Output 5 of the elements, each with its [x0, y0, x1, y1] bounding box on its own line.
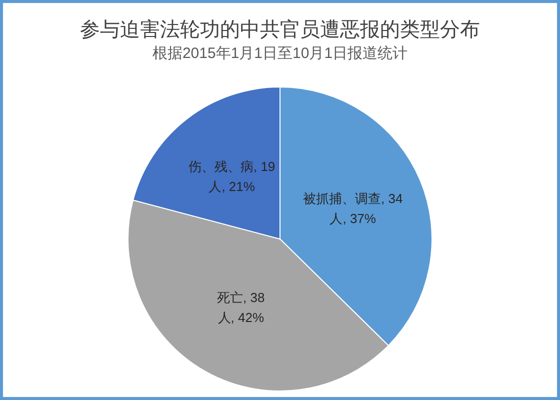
- chart-subtitle: 根据2015年1月1日至10月1日报道统计: [152, 45, 408, 62]
- chart-title: 参与迫害法轮功的中共官员遭恶报的类型分布: [80, 18, 480, 41]
- slice-label: 被抓捕、调查, 34人, 37%: [303, 190, 403, 226]
- slice-label: 死亡, 38人, 42%: [217, 290, 265, 326]
- slice-label: 伤、残、病, 19人, 21%: [188, 158, 276, 194]
